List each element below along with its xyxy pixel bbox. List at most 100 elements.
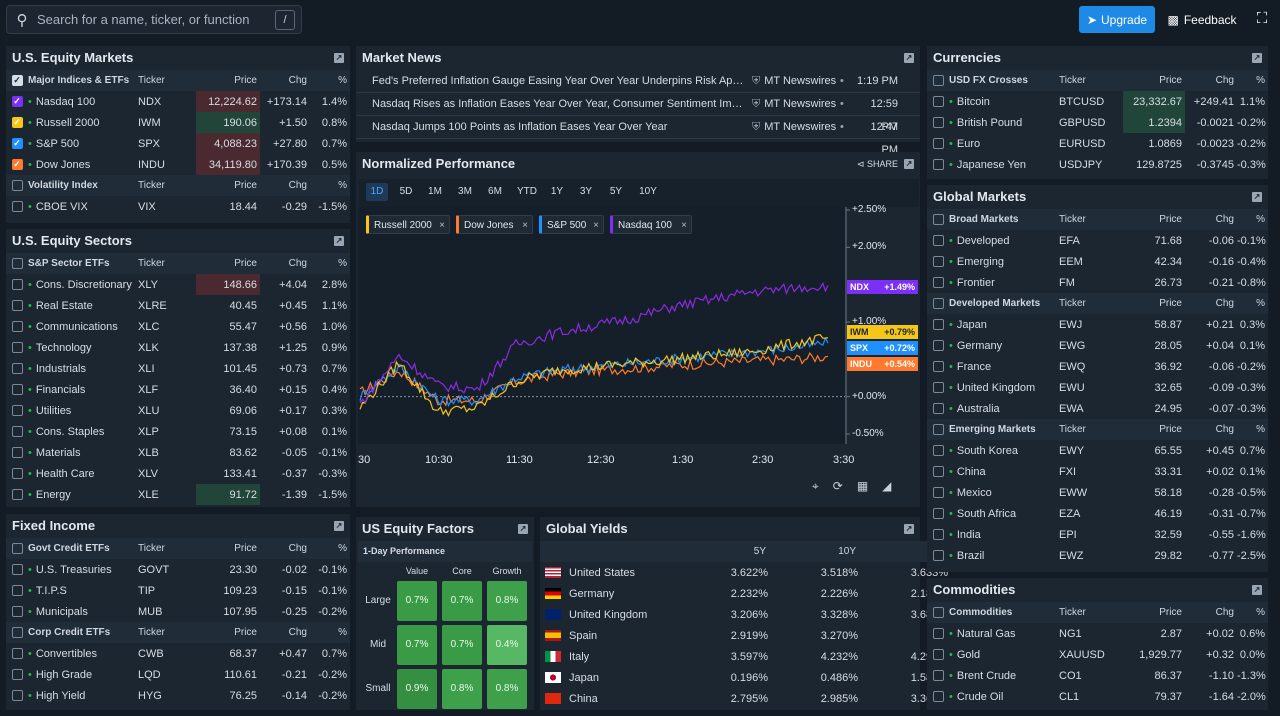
checkbox-icon[interactable] bbox=[932, 445, 944, 457]
range-button-1m[interactable]: 1M bbox=[428, 186, 442, 197]
table-row[interactable]: • Japanese Yen USDJPY 129.8725 -0.3745 -0.3% bbox=[927, 154, 1268, 175]
row-checkbox[interactable] bbox=[927, 644, 949, 665]
row-checkbox[interactable] bbox=[6, 463, 28, 484]
table-row[interactable]: • Technology XLK 137.38 +1.25 0.9% bbox=[6, 337, 350, 358]
checkbox-icon[interactable] bbox=[932, 628, 944, 640]
checkbox-icon[interactable]: ✓ bbox=[11, 96, 23, 108]
checkbox-icon[interactable] bbox=[932, 138, 944, 150]
checkbox-icon[interactable]: ✓ bbox=[11, 74, 23, 86]
row-checkbox[interactable] bbox=[927, 545, 949, 566]
range-button-6m[interactable]: 6M bbox=[488, 186, 502, 197]
table-row[interactable]: ✓ • Russell 2000 IWM 190.06 +1.50 0.8% bbox=[6, 112, 350, 133]
table-row[interactable]: ✓ • Nasdaq 100 NDX 12,224.62 +173.14 1.4% bbox=[6, 91, 350, 112]
row-checkbox[interactable] bbox=[927, 377, 949, 398]
checkbox-icon[interactable] bbox=[11, 300, 23, 312]
checkbox-icon[interactable] bbox=[932, 487, 944, 499]
table-row[interactable]: • Gold XAUUSD 1,929.77 +0.32 0.0% bbox=[927, 644, 1268, 665]
checkbox-icon[interactable] bbox=[932, 159, 944, 171]
table-row[interactable]: • Convertibles CWB 68.37 +0.47 0.7% bbox=[6, 643, 350, 664]
row-checkbox[interactable]: ✓ bbox=[6, 112, 28, 133]
table-row[interactable]: • Materials XLB 83.62 -0.05 -0.1% bbox=[6, 442, 350, 463]
checkbox-icon[interactable] bbox=[932, 277, 944, 289]
factor-cell[interactable]: 0.7% bbox=[397, 581, 437, 621]
row-checkbox[interactable] bbox=[927, 524, 949, 545]
factor-cell[interactable]: 0.9% bbox=[397, 669, 437, 709]
table-row[interactable]: • China FXI 33.31 +0.02 0.1% bbox=[927, 461, 1268, 482]
table-row[interactable]: • United Kingdom EWU 32.65 -0.09 -0.3% bbox=[927, 377, 1268, 398]
popout-icon[interactable]: ↗ bbox=[904, 159, 914, 169]
row-checkbox[interactable] bbox=[6, 484, 28, 505]
legend-chip[interactable]: Russell 2000 × bbox=[366, 215, 450, 234]
row-checkbox[interactable] bbox=[6, 358, 28, 379]
checkbox-icon[interactable] bbox=[932, 423, 944, 435]
checkbox-icon[interactable] bbox=[932, 403, 944, 415]
news-item[interactable]: Nasdaq Rises as Inflation Eases Year Ove… bbox=[356, 93, 920, 133]
table-row[interactable]: • South Korea EWY 65.55 +0.45 0.7% bbox=[927, 440, 1268, 461]
popout-icon[interactable]: ↗ bbox=[334, 236, 344, 246]
checkbox-icon[interactable] bbox=[932, 74, 944, 86]
table-row[interactable]: • Developed EFA 71.68 -0.06 -0.1% bbox=[927, 230, 1268, 251]
row-checkbox[interactable] bbox=[927, 623, 949, 644]
row-checkbox[interactable] bbox=[927, 230, 949, 251]
checkbox-icon[interactable] bbox=[932, 340, 944, 352]
group-checkbox[interactable]: ✓ bbox=[6, 70, 28, 91]
row-checkbox[interactable] bbox=[927, 112, 949, 133]
legend-chip[interactable]: S&P 500 × bbox=[539, 215, 604, 234]
table-row[interactable]: • CBOE VIX VIX 18.44 -0.29 -1.5% bbox=[6, 196, 350, 217]
range-button-3m[interactable]: 3M bbox=[458, 186, 472, 197]
yield-row[interactable]: United States 3.622% 3.518% 3.633% bbox=[540, 562, 950, 583]
checkbox-icon[interactable] bbox=[11, 489, 23, 501]
table-row[interactable]: • Real Estate XLRE 40.45 +0.45 1.1% bbox=[6, 295, 350, 316]
checkbox-icon[interactable] bbox=[11, 542, 23, 554]
checkbox-icon[interactable] bbox=[11, 405, 23, 417]
checkbox-icon[interactable] bbox=[932, 649, 944, 661]
upgrade-button[interactable]: ➤ Upgrade bbox=[1079, 6, 1155, 33]
factor-cell[interactable]: 0.8% bbox=[487, 581, 527, 621]
checkbox-icon[interactable] bbox=[932, 529, 944, 541]
checkbox-icon[interactable] bbox=[932, 235, 944, 247]
range-button-5d[interactable]: 5D bbox=[399, 186, 413, 197]
table-icon[interactable]: ▦ bbox=[856, 479, 869, 493]
row-checkbox[interactable] bbox=[6, 316, 28, 337]
checkbox-icon[interactable] bbox=[11, 201, 23, 213]
legend-chip[interactable]: Nasdaq 100 × bbox=[610, 215, 692, 234]
checkbox-icon[interactable] bbox=[11, 342, 23, 354]
checkbox-icon[interactable] bbox=[11, 606, 23, 618]
checkbox-icon[interactable] bbox=[11, 585, 23, 597]
row-checkbox[interactable] bbox=[927, 665, 949, 686]
close-icon[interactable]: × bbox=[439, 220, 445, 231]
table-row[interactable]: ✓ • Dow Jones INDU 34,119.80 +170.39 0.5% bbox=[6, 154, 350, 175]
table-row[interactable]: • High Yield HYG 76.25 -0.14 -0.2% bbox=[6, 685, 350, 706]
range-button-ytd[interactable]: YTD bbox=[517, 186, 537, 197]
search-input[interactable]: ⚲ Search for a name, ticker, or function… bbox=[6, 5, 302, 34]
checkbox-icon[interactable] bbox=[11, 279, 23, 291]
row-checkbox[interactable] bbox=[927, 335, 949, 356]
row-checkbox[interactable] bbox=[927, 398, 949, 419]
checkbox-icon[interactable] bbox=[11, 384, 23, 396]
row-checkbox[interactable] bbox=[6, 400, 28, 421]
table-row[interactable]: • Financials XLF 36.40 +0.15 0.4% bbox=[6, 379, 350, 400]
group-checkbox[interactable] bbox=[927, 602, 949, 623]
row-checkbox[interactable] bbox=[927, 440, 949, 461]
checkbox-icon[interactable] bbox=[11, 321, 23, 333]
checkbox-icon[interactable] bbox=[932, 96, 944, 108]
table-row[interactable]: • Cons. Discretionary XLY 148.66 +4.04 2.8% bbox=[6, 274, 350, 295]
row-checkbox[interactable] bbox=[6, 643, 28, 664]
checkbox-icon[interactable] bbox=[932, 297, 944, 309]
table-row[interactable]: • Health Care XLV 133.41 -0.37 -0.3% bbox=[6, 463, 350, 484]
checkbox-icon[interactable] bbox=[11, 426, 23, 438]
news-item[interactable]: Nasdaq Jumps 100 Points as Inflation Eas… bbox=[356, 116, 920, 156]
checkbox-icon[interactable]: ✓ bbox=[11, 159, 23, 171]
table-row[interactable]: • Bitcoin BTCUSD 23,332.67 +249.41 1.1% bbox=[927, 91, 1268, 112]
range-button-3y[interactable]: 3Y bbox=[579, 186, 593, 197]
factor-cell[interactable]: 0.7% bbox=[397, 625, 437, 665]
row-checkbox[interactable] bbox=[6, 337, 28, 358]
checkbox-icon[interactable]: ✓ bbox=[11, 117, 23, 129]
checkbox-icon[interactable] bbox=[11, 257, 23, 269]
row-checkbox[interactable] bbox=[6, 274, 28, 295]
row-checkbox[interactable] bbox=[927, 154, 949, 175]
